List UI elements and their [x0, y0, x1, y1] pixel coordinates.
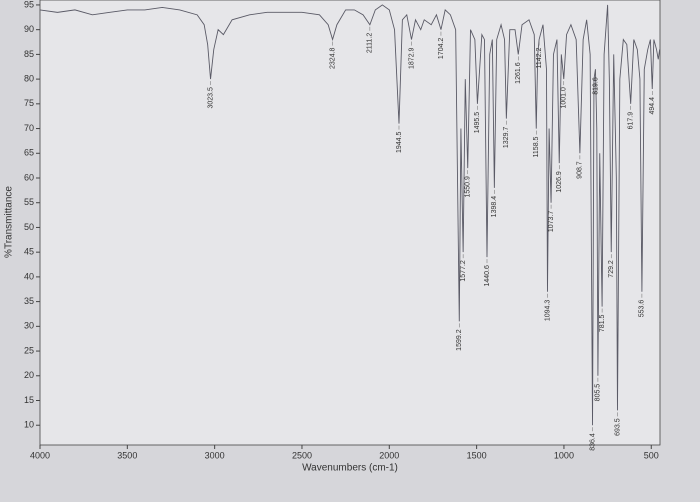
y-tick-label: 50 — [24, 222, 34, 232]
peak-label: 908.7 — [577, 161, 584, 179]
y-tick-label: 30 — [24, 321, 34, 331]
y-tick-label: 85 — [24, 49, 34, 59]
peak-label: 1329.7 — [503, 127, 510, 149]
peak-label: 693.5 — [614, 418, 621, 436]
x-tick-label: 2500 — [292, 450, 312, 460]
peak-label: 1599.2 — [456, 329, 463, 351]
y-tick-label: 60 — [24, 172, 34, 182]
peak-label: 2111.2 — [367, 33, 374, 53]
x-tick-label: 1500 — [467, 450, 487, 460]
y-tick-label: 95 — [24, 0, 34, 9]
y-tick-label: 10 — [24, 420, 34, 430]
x-tick-label: 2000 — [379, 450, 399, 460]
y-tick-label: 80 — [24, 73, 34, 83]
x-tick-label: 3500 — [117, 450, 137, 460]
x-tick-label: 500 — [644, 450, 659, 460]
peak-label: 805.5 — [595, 384, 602, 402]
y-axis-title: %Transmittance — [4, 186, 15, 258]
y-tick-label: 45 — [24, 247, 34, 257]
peak-label: 1550.9 — [465, 176, 472, 198]
peak-label: 819.6 — [592, 77, 599, 95]
peak-label: 1872.9 — [408, 47, 415, 69]
peak-label: 1704.2 — [438, 38, 445, 60]
y-tick-label: 65 — [24, 148, 34, 158]
peak-label: 1944.5 — [396, 132, 403, 154]
peak-label: 1398.4 — [491, 196, 498, 218]
peak-label: 781.5 — [599, 314, 606, 332]
y-tick-label: 90 — [24, 24, 34, 34]
plot-area — [39, 0, 661, 446]
peak-label: 1001.0 — [561, 87, 568, 109]
x-tick-label: 4000 — [30, 450, 50, 460]
peak-label: 1440.6 — [484, 265, 491, 287]
peak-label: 1026.9 — [556, 171, 563, 193]
y-tick-label: 55 — [24, 197, 34, 207]
peak-label: 836.4 — [589, 433, 596, 451]
y-tick-label: 25 — [24, 345, 34, 355]
peak-label: 494.4 — [649, 97, 656, 115]
x-tick-label: 1000 — [554, 450, 574, 460]
x-axis-title: Wavenumbers (cm-1) — [302, 463, 398, 474]
peak-label: 1094.3 — [544, 300, 551, 322]
peak-label: 1073.7 — [548, 211, 555, 233]
peak-label: 1142.2 — [536, 47, 543, 68]
peak-label: 1577.2 — [460, 260, 467, 282]
y-tick-label: 75 — [24, 98, 34, 108]
peak-label: 3023.5 — [207, 87, 214, 109]
y-tick-label: 40 — [24, 271, 34, 281]
peak-label: 1261.6 — [515, 62, 522, 84]
spectrum-line — [39, 4, 661, 426]
peak-label: 1495.5 — [474, 112, 481, 134]
peak-label: 553.6 — [639, 300, 646, 318]
peak-label: 2324.8 — [329, 47, 336, 69]
peak-label: 617.9 — [628, 112, 635, 130]
y-tick-label: 15 — [24, 395, 34, 405]
y-tick-label: 20 — [24, 370, 34, 380]
y-tick-label: 35 — [24, 296, 34, 306]
peak-label: 729.2 — [608, 260, 615, 278]
y-tick-label: 70 — [24, 123, 34, 133]
x-tick-label: 3000 — [205, 450, 225, 460]
peak-label: 1158.5 — [533, 136, 540, 157]
